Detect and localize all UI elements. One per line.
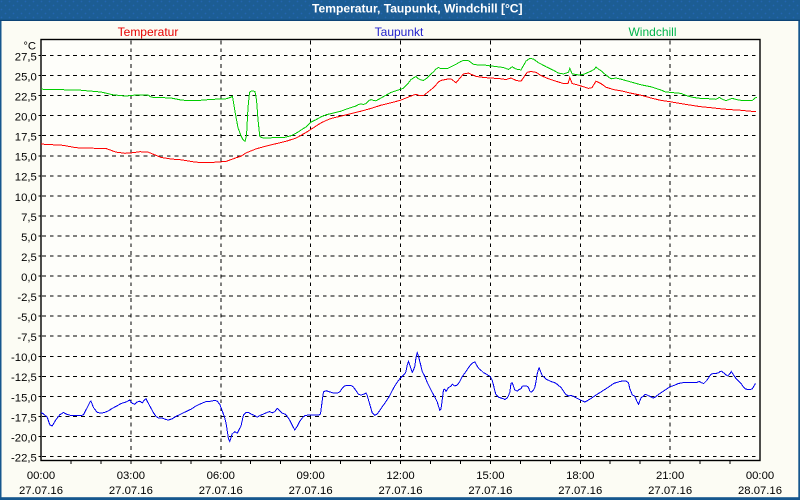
svg-text:5,0: 5,0 (21, 232, 37, 244)
svg-text:7,5: 7,5 (21, 212, 37, 224)
svg-text:27.07.16: 27.07.16 (199, 485, 243, 497)
svg-text:-2,5: -2,5 (17, 292, 36, 304)
svg-text:25,0: 25,0 (15, 71, 37, 83)
svg-text:15,0: 15,0 (15, 152, 37, 164)
svg-text:27.07.16: 27.07.16 (379, 485, 423, 497)
svg-text:°C: °C (23, 41, 36, 53)
svg-text:22,5: 22,5 (15, 92, 37, 104)
svg-text:17,5: 17,5 (15, 132, 37, 144)
svg-text:-10,0: -10,0 (11, 352, 37, 364)
svg-text:10,0: 10,0 (15, 192, 37, 204)
svg-text:03:00: 03:00 (117, 470, 145, 482)
svg-text:00:00: 00:00 (746, 470, 774, 482)
svg-text:27,5: 27,5 (15, 51, 37, 63)
svg-text:Taupunkt: Taupunkt (375, 25, 424, 39)
svg-text:12:00: 12:00 (386, 470, 414, 482)
svg-text:27.07.16: 27.07.16 (648, 485, 692, 497)
svg-text:27.07.16: 27.07.16 (19, 485, 63, 497)
svg-text:21:00: 21:00 (656, 470, 684, 482)
svg-text:12,5: 12,5 (15, 172, 37, 184)
svg-text:28.07.16: 28.07.16 (738, 485, 782, 497)
svg-text:15:00: 15:00 (476, 470, 504, 482)
svg-text:Temperatur, Taupunkt, Windchil: Temperatur, Taupunkt, Windchill [°C] (312, 2, 523, 16)
svg-text:-20,0: -20,0 (11, 432, 37, 444)
svg-text:00:00: 00:00 (27, 470, 55, 482)
svg-text:-5,0: -5,0 (17, 312, 36, 324)
svg-text:20,0: 20,0 (15, 112, 37, 124)
svg-text:0,0: 0,0 (21, 272, 37, 284)
svg-text:06:00: 06:00 (207, 470, 235, 482)
svg-text:18:00: 18:00 (566, 470, 594, 482)
svg-text:-7,5: -7,5 (17, 332, 36, 344)
svg-text:27.07.16: 27.07.16 (109, 485, 153, 497)
svg-text:27.07.16: 27.07.16 (289, 485, 333, 497)
svg-text:Temperatur: Temperatur (118, 25, 179, 39)
svg-text:27.07.16: 27.07.16 (468, 485, 512, 497)
svg-text:2,5: 2,5 (21, 252, 37, 264)
svg-text:27.07.16: 27.07.16 (558, 485, 602, 497)
svg-text:09:00: 09:00 (296, 470, 324, 482)
svg-text:-17,5: -17,5 (11, 412, 37, 424)
svg-text:-15,0: -15,0 (11, 392, 37, 404)
svg-text:-22,5: -22,5 (11, 452, 37, 464)
svg-text:-12,5: -12,5 (11, 372, 37, 384)
svg-text:Windchill: Windchill (628, 25, 676, 39)
